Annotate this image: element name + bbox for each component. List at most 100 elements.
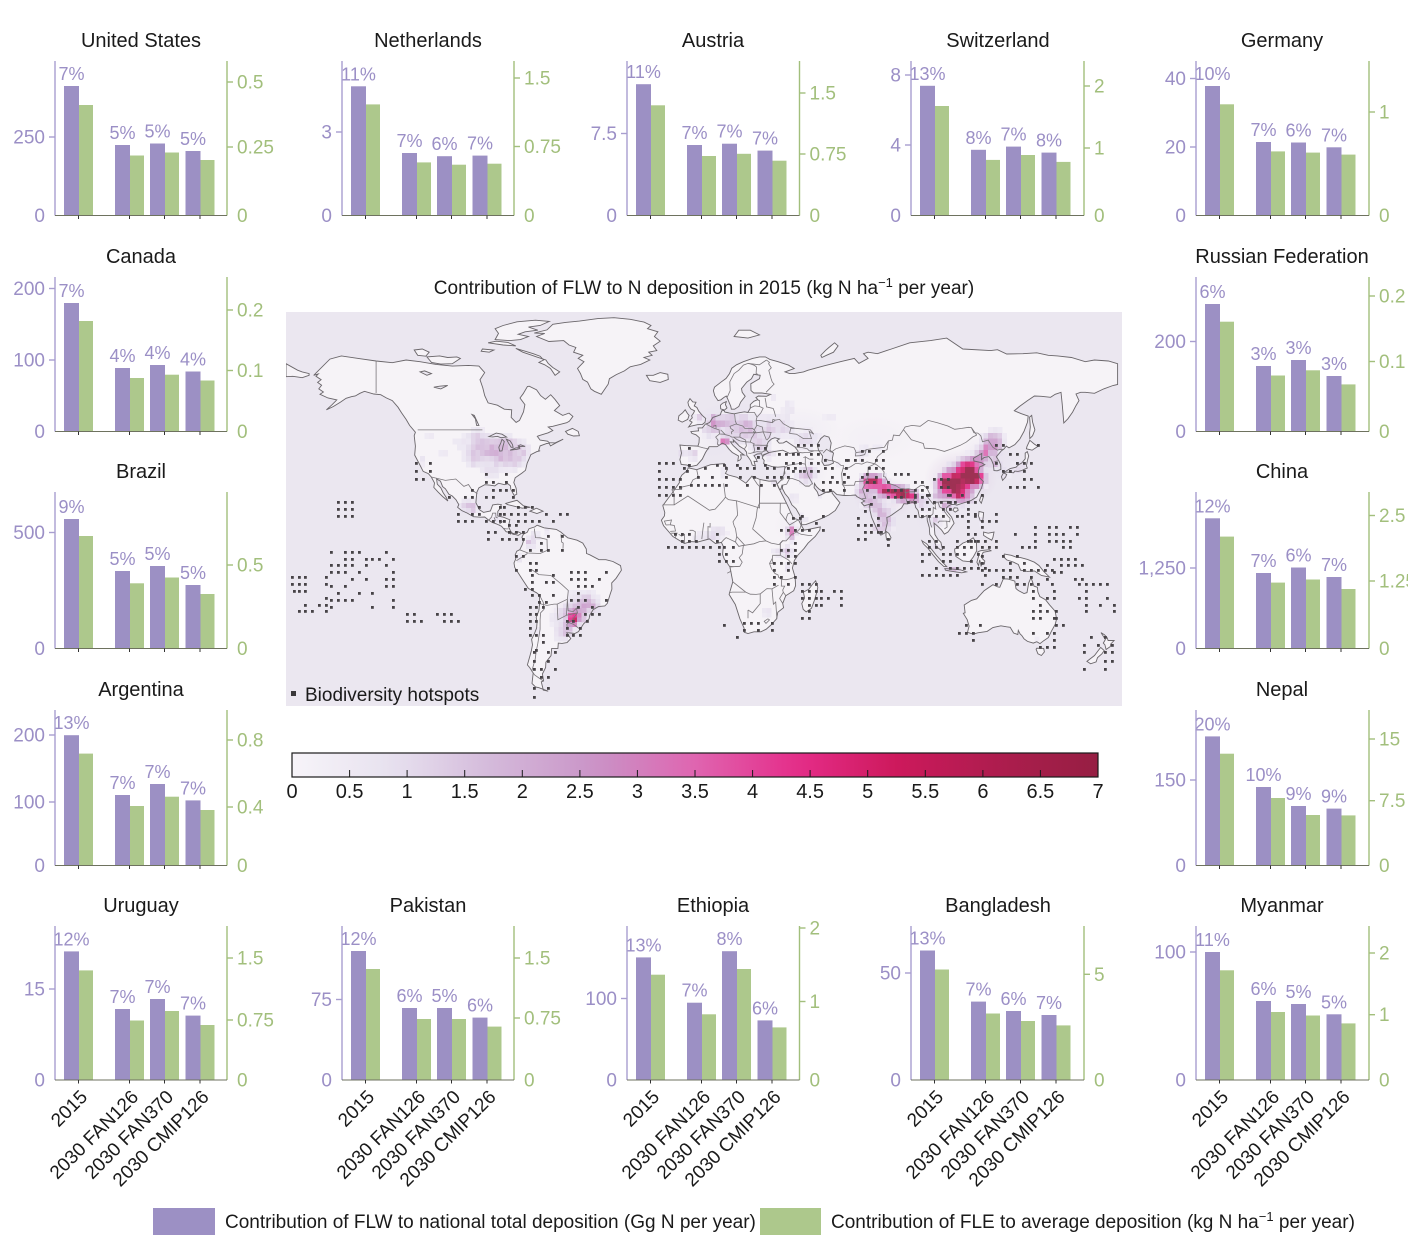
svg-text:0.5: 0.5 — [336, 781, 364, 803]
svg-text:0: 0 — [237, 639, 248, 660]
svg-text:20: 20 — [1165, 138, 1186, 159]
svg-text:7%: 7% — [716, 122, 742, 142]
svg-text:5%: 5% — [144, 122, 170, 142]
svg-text:2.5: 2.5 — [566, 781, 594, 803]
svg-text:Austria: Austria — [682, 30, 745, 52]
svg-text:4%: 4% — [109, 346, 135, 366]
svg-text:0: 0 — [1094, 1071, 1105, 1092]
svg-text:0.5: 0.5 — [237, 556, 263, 577]
svg-text:7%: 7% — [180, 994, 206, 1014]
svg-text:1.5: 1.5 — [810, 84, 836, 105]
svg-text:1.25: 1.25 — [1379, 572, 1408, 593]
svg-text:15: 15 — [1379, 730, 1400, 751]
svg-text:1: 1 — [1379, 1005, 1390, 1026]
svg-text:Myanmar: Myanmar — [1240, 895, 1324, 917]
svg-text:10%: 10% — [1194, 64, 1230, 84]
svg-text:0.25: 0.25 — [237, 138, 274, 159]
svg-text:Ethiopia: Ethiopia — [677, 895, 750, 917]
svg-text:13%: 13% — [625, 935, 661, 955]
svg-text:Argentina: Argentina — [98, 679, 184, 701]
svg-text:0: 0 — [1379, 1071, 1390, 1092]
svg-text:1: 1 — [1094, 139, 1105, 160]
svg-text:250: 250 — [13, 128, 45, 149]
svg-text:0: 0 — [1175, 206, 1186, 227]
svg-text:Bangladesh: Bangladesh — [945, 895, 1051, 917]
svg-text:5%: 5% — [109, 549, 135, 569]
svg-text:0: 0 — [237, 856, 248, 877]
svg-text:0: 0 — [1379, 639, 1390, 660]
svg-text:0.1: 0.1 — [1379, 352, 1405, 373]
svg-text:8%: 8% — [716, 929, 742, 949]
svg-text:2: 2 — [810, 919, 821, 940]
svg-text:4: 4 — [747, 781, 758, 803]
svg-text:0: 0 — [34, 1071, 45, 1092]
svg-text:2: 2 — [1094, 77, 1105, 98]
svg-text:11%: 11% — [341, 64, 376, 84]
svg-text:50: 50 — [880, 964, 901, 985]
svg-text:7%: 7% — [1036, 993, 1062, 1013]
svg-text:0: 0 — [1379, 422, 1390, 443]
svg-text:Brazil: Brazil — [116, 461, 166, 483]
svg-text:6%: 6% — [1000, 989, 1026, 1009]
svg-text:0: 0 — [810, 1071, 821, 1092]
svg-text:5%: 5% — [109, 123, 135, 143]
svg-text:2: 2 — [517, 781, 528, 803]
svg-text:Canada: Canada — [106, 246, 177, 268]
svg-text:7%: 7% — [109, 773, 135, 793]
svg-text:5%: 5% — [431, 986, 457, 1006]
svg-text:13%: 13% — [53, 713, 89, 733]
svg-text:0: 0 — [1175, 422, 1186, 443]
svg-text:Netherlands: Netherlands — [374, 30, 482, 52]
svg-text:7%: 7% — [1000, 125, 1026, 145]
svg-text:7%: 7% — [467, 134, 493, 154]
svg-text:0: 0 — [606, 1071, 617, 1092]
svg-text:15: 15 — [24, 980, 45, 1001]
svg-text:9%: 9% — [58, 497, 84, 517]
svg-text:7%: 7% — [396, 131, 422, 151]
svg-text:200: 200 — [13, 726, 45, 747]
svg-text:7.5: 7.5 — [1379, 791, 1405, 812]
svg-text:6%: 6% — [1285, 121, 1311, 141]
svg-text:7%: 7% — [144, 762, 170, 782]
svg-text:7%: 7% — [1321, 125, 1347, 145]
svg-text:0: 0 — [1094, 206, 1105, 227]
svg-text:3%: 3% — [1321, 354, 1347, 374]
svg-text:12%: 12% — [1194, 496, 1230, 516]
svg-text:0: 0 — [321, 1071, 332, 1092]
svg-text:1.5: 1.5 — [451, 781, 479, 803]
svg-text:4: 4 — [890, 136, 901, 157]
svg-text:100: 100 — [585, 989, 617, 1010]
svg-text:0: 0 — [890, 1071, 901, 1092]
svg-text:6: 6 — [977, 781, 988, 803]
svg-text:7: 7 — [1092, 781, 1103, 803]
svg-text:7%: 7% — [144, 977, 170, 997]
svg-text:0: 0 — [237, 1071, 248, 1092]
svg-text:Russian Federation: Russian Federation — [1195, 246, 1368, 268]
svg-text:11%: 11% — [626, 62, 661, 82]
svg-text:0: 0 — [286, 781, 297, 803]
svg-text:1: 1 — [1379, 103, 1390, 124]
svg-text:8%: 8% — [965, 128, 991, 148]
svg-text:0: 0 — [810, 206, 821, 227]
svg-text:4.5: 4.5 — [796, 781, 824, 803]
svg-text:5%: 5% — [180, 563, 206, 583]
svg-text:0: 0 — [1175, 639, 1186, 660]
svg-text:3%: 3% — [1250, 344, 1276, 364]
svg-text:0: 0 — [606, 206, 617, 227]
svg-text:13%: 13% — [909, 64, 945, 84]
svg-text:6%: 6% — [431, 134, 457, 154]
svg-text:7.5: 7.5 — [591, 124, 617, 145]
svg-text:1: 1 — [402, 781, 413, 803]
svg-text:0.2: 0.2 — [237, 301, 263, 322]
svg-text:7%: 7% — [58, 281, 84, 301]
svg-text:100: 100 — [1154, 943, 1186, 964]
svg-text:Contribution of FLE to average: Contribution of FLE to average depositio… — [831, 1209, 1355, 1233]
svg-text:1: 1 — [810, 992, 821, 1013]
svg-text:6.5: 6.5 — [1026, 781, 1054, 803]
svg-text:Contribution of FLW to N depos: Contribution of FLW to N deposition in 2… — [434, 275, 974, 299]
svg-text:6%: 6% — [396, 986, 422, 1006]
svg-text:500: 500 — [13, 523, 45, 544]
svg-text:5%: 5% — [180, 129, 206, 149]
svg-text:0: 0 — [34, 206, 45, 227]
svg-text:3%: 3% — [1285, 338, 1311, 358]
